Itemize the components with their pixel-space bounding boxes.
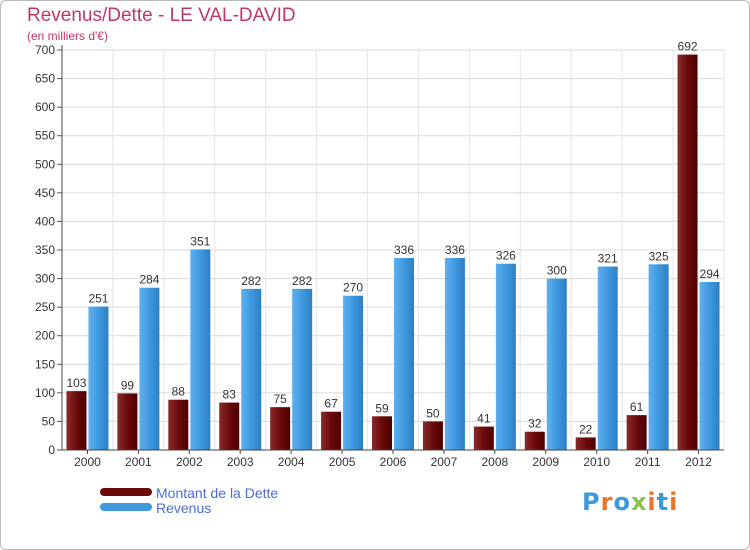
data-label-debt-2007: 50: [426, 406, 440, 420]
bar-revenus-2000: [88, 306, 109, 450]
data-label-debt-2002: 88: [172, 385, 186, 399]
logo-letter: t: [656, 488, 670, 516]
bar-debt-2012: [677, 54, 698, 450]
bar-revenus-2004: [292, 288, 313, 450]
logo-letter: i: [669, 488, 679, 516]
chart-subtitle: (en milliers d'€): [27, 29, 108, 43]
y-tick-label: 550: [35, 129, 55, 143]
bar-revenus-2011: [648, 264, 669, 450]
y-tick-label: 250: [35, 300, 55, 314]
data-label-revenus-2006: 336: [394, 243, 414, 257]
legend-label-debt: Montant de la Dette: [156, 485, 279, 501]
bar-debt-2003: [219, 402, 240, 450]
data-label-debt-2001: 99: [121, 378, 135, 392]
data-label-debt-2003: 83: [223, 388, 237, 402]
y-tick-label: 350: [35, 243, 55, 257]
x-tick-label: 2008: [481, 455, 508, 469]
bar-debt-2007: [422, 421, 443, 450]
x-tick-label: 2007: [431, 455, 458, 469]
bar-debt-2001: [117, 393, 138, 450]
bar-revenus-2008: [495, 263, 516, 450]
y-tick-label: 0: [48, 443, 55, 457]
bar-debt-2006: [372, 416, 392, 450]
x-tick-label: 2009: [532, 455, 559, 469]
data-label-revenus-2001: 284: [139, 273, 159, 287]
bar-revenus-2006: [394, 258, 414, 450]
y-tick-label: 650: [35, 72, 55, 86]
x-axis: 2000 2001 2002 2003 2004 2005 2006 2007 2008 2009…: [62, 449, 724, 469]
x-tick-label: 2012: [685, 455, 712, 469]
y-tick-label: 450: [35, 186, 55, 200]
data-label-revenus-2008: 326: [496, 249, 516, 263]
bar-revenus-2002: [190, 249, 211, 450]
y-tick-label: 300: [35, 272, 55, 286]
data-label-debt-2006: 59: [375, 401, 389, 415]
data-label-debt-2008: 41: [477, 412, 491, 426]
data-label-revenus-2009: 300: [547, 264, 567, 278]
data-label-debt-2004: 75: [273, 392, 287, 406]
data-label-revenus-2005: 270: [343, 281, 363, 295]
chart-title: Revenus/Dette - LE VAL-DAVID: [27, 5, 296, 26]
bar-debt-2009: [524, 431, 545, 450]
bar-debt-2002: [168, 399, 189, 450]
y-tick-label: 50: [42, 414, 56, 428]
x-tick-label: 2010: [583, 455, 610, 469]
data-label-revenus-2007: 336: [445, 243, 465, 257]
bar-revenus-2012: [699, 282, 720, 450]
x-tick-label: 2001: [125, 455, 152, 469]
bar-debt-2005: [321, 411, 342, 450]
proxiti-logo: Proxiti: [582, 488, 678, 516]
x-tick-label: 2000: [74, 455, 101, 469]
data-label-revenus-2011: 325: [649, 249, 669, 263]
bar-revenus-2005: [343, 295, 364, 450]
data-label-debt-2000: 103: [66, 376, 86, 390]
bar-revenus-2009: [546, 278, 567, 450]
bar-debt-2010: [575, 437, 596, 450]
y-tick-label: 400: [35, 214, 55, 228]
data-label-debt-2010: 22: [579, 422, 593, 436]
y-tick-label: 100: [35, 386, 55, 400]
y-tick-label: 150: [35, 357, 55, 371]
legend-swatch-debt: [100, 488, 152, 496]
y-tick-label: 200: [35, 329, 55, 343]
x-tick-label: 2004: [278, 455, 305, 469]
data-label-debt-2012: 692: [678, 40, 698, 54]
x-tick-label: 2002: [176, 455, 203, 469]
legend-label-revenus: Revenus: [156, 500, 212, 516]
data-label-revenus-2000: 251: [88, 292, 108, 306]
data-label-revenus-2012: 294: [700, 267, 720, 281]
bar-debt-2011: [626, 415, 647, 450]
y-tick-label: 700: [35, 43, 55, 57]
bar-debt-2004: [270, 407, 291, 450]
logo-letter: P: [582, 488, 601, 516]
bar-debt-2008: [473, 426, 494, 450]
bar-revenus-2010: [597, 266, 618, 450]
bar-revenus-2007: [444, 258, 465, 450]
bar-debt-2000: [66, 391, 87, 450]
data-label-revenus-2010: 321: [598, 252, 618, 266]
bar-revenus-2001: [139, 287, 160, 450]
legend-swatch-revenus: [100, 503, 152, 511]
data-label-revenus-2003: 282: [241, 274, 261, 288]
y-tick-label: 500: [35, 157, 55, 171]
logo-letter: x: [630, 488, 648, 516]
data-label-debt-2009: 32: [528, 417, 542, 431]
logo-letter: o: [613, 488, 631, 516]
y-axis: 0 50 100 150 200 250 300 350 400 450 500 550 600 650 7…: [35, 43, 63, 457]
data-label-revenus-2004: 282: [292, 274, 312, 288]
data-label-revenus-2002: 351: [190, 234, 210, 248]
x-tick-label: 2003: [227, 455, 254, 469]
y-tick-label: 600: [35, 100, 55, 114]
x-tick-label: 2006: [380, 455, 407, 469]
bars: 103 251 99 284 88 351 83 282 75 282 67 270 59 336 50 33…: [66, 40, 720, 450]
logo-letter: r: [600, 488, 614, 516]
x-tick-label: 2005: [329, 455, 356, 469]
bar-revenus-2003: [241, 288, 262, 450]
data-label-debt-2011: 61: [630, 400, 644, 414]
x-tick-label: 2011: [635, 455, 661, 469]
data-label-debt-2005: 67: [324, 397, 338, 411]
logo-letter: i: [647, 488, 657, 516]
